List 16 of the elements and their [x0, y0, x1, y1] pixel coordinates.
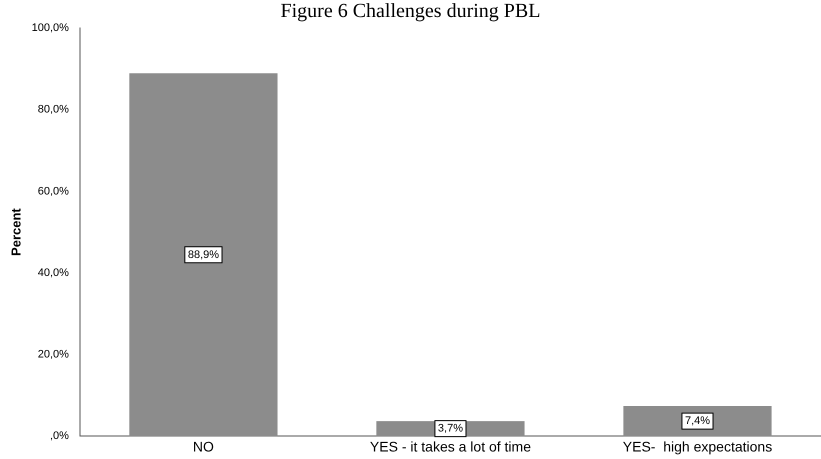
- data-label: 88,9%: [188, 248, 220, 261]
- y-tick-label: 100,0%: [32, 22, 70, 34]
- data-label: 3,7%: [438, 422, 464, 435]
- y-tick-label: 60,0%: [38, 185, 70, 198]
- y-tick-label: ,0%: [50, 430, 70, 442]
- x-tick-label: YES- high expectations: [622, 438, 772, 454]
- data-label: 7,4%: [684, 415, 710, 428]
- bar: [623, 406, 772, 436]
- y-tick-label: 40,0%: [38, 266, 70, 279]
- bar: [129, 73, 278, 436]
- y-axis-title: Percent: [8, 208, 24, 256]
- chart-title: Figure 6 Challenges during PBL: [280, 0, 542, 23]
- x-tick-label: NO: [192, 438, 214, 454]
- y-tick-label: 20,0%: [38, 348, 70, 361]
- x-tick-label: YES - it takes a lot of time: [370, 438, 532, 454]
- y-tick-label: 80,0%: [38, 104, 70, 116]
